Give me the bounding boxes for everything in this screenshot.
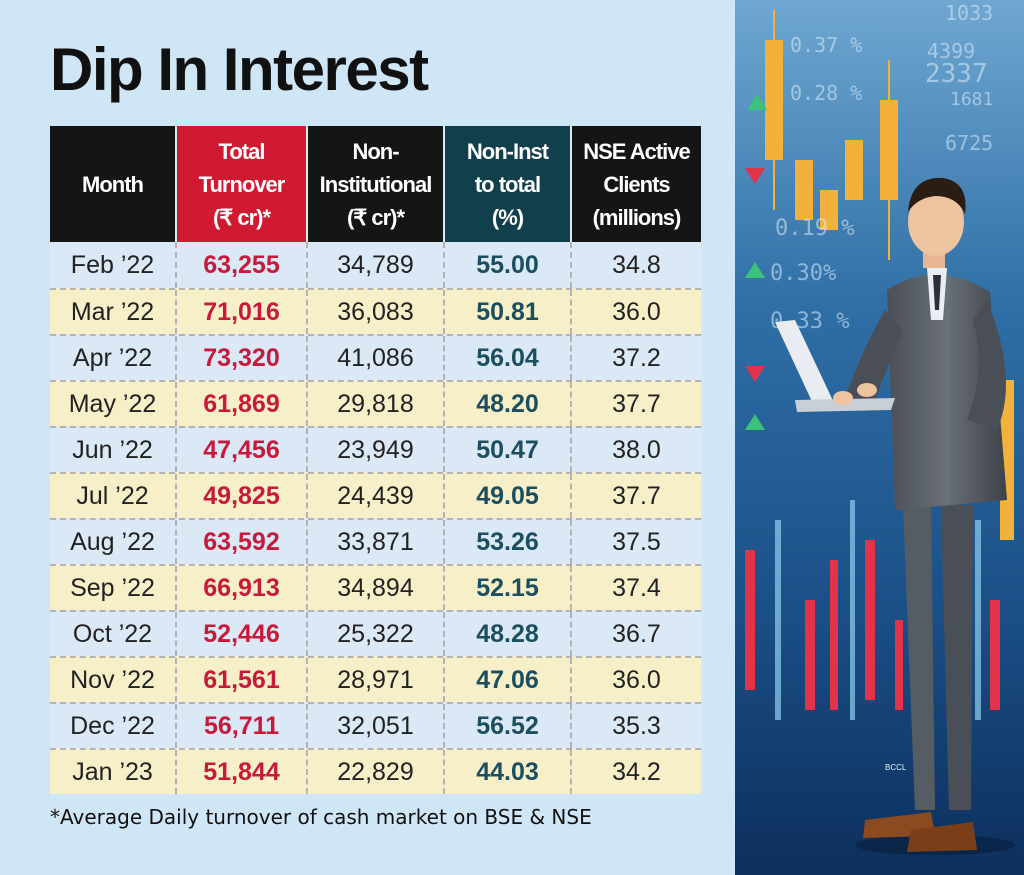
cell-non-inst-to-total: 44.03 xyxy=(445,750,572,794)
cell-total-turnover: 71,016 xyxy=(177,290,308,334)
svg-text:0.37 %: 0.37 % xyxy=(790,33,862,57)
cell-nse-active-clients: 37.7 xyxy=(612,389,661,418)
table-body: Feb ’22 63,255 34,789 55.00 34.8 Mar ’22 71,01… xyxy=(50,242,701,794)
cell-nse-active-clients: 37.5 xyxy=(612,527,661,556)
cell-non-institutional: 24,439 xyxy=(308,474,445,518)
cell-month: Jun ’22 xyxy=(50,428,177,472)
cell-month: Feb ’22 xyxy=(50,242,177,288)
cell-non-institutional: 33,871 xyxy=(308,520,445,564)
cell-month: Jan ’23 xyxy=(50,750,177,794)
svg-text:4399: 4399 xyxy=(927,39,975,63)
cell-nse-active-clients: 37.2 xyxy=(612,343,661,372)
cell-total-turnover: 49,825 xyxy=(177,474,308,518)
svg-text:6725: 6725 xyxy=(945,131,993,155)
table-row: May ’22 61,869 29,818 48.20 37.7 xyxy=(50,380,701,426)
cell-non-inst-to-total: 49.05 xyxy=(445,474,572,518)
cell-nse-active-clients: 36.7 xyxy=(612,619,661,648)
cell-non-inst-to-total: 52.15 xyxy=(445,566,572,610)
cell-month: Aug ’22 xyxy=(50,520,177,564)
cell-non-institutional: 22,829 xyxy=(308,750,445,794)
column-header-total-turnover: Total Turnover (₹ cr)* xyxy=(177,126,308,242)
column-header-nse-active-clients: NSE Active Clients (millions) xyxy=(572,126,701,242)
cell-month: Sep ’22 xyxy=(50,566,177,610)
table-header-row: Month Total Turnover (₹ cr)* Non- Instit… xyxy=(50,126,701,242)
cell-non-inst-to-total: 47.06 xyxy=(445,658,572,702)
table-row: Jan ’23 51,844 22,829 44.03 34.2 xyxy=(50,748,701,794)
table-row: Nov ’22 61,561 28,971 47.06 36.0 xyxy=(50,656,701,702)
cell-total-turnover: 73,320 xyxy=(177,336,308,380)
cell-total-turnover: 66,913 xyxy=(177,566,308,610)
table-row: Apr ’22 73,320 41,086 56.04 37.2 xyxy=(50,334,701,380)
column-header-month: Month xyxy=(50,126,177,242)
cell-non-inst-to-total: 55.00 xyxy=(445,242,572,288)
cell-non-institutional: 36,083 xyxy=(308,290,445,334)
cell-month: Dec ’22 xyxy=(50,704,177,748)
cell-nse-active-clients: 34.2 xyxy=(612,757,661,786)
cell-non-institutional: 34,789 xyxy=(308,242,445,288)
cell-month: Apr ’22 xyxy=(50,336,177,380)
cell-nse-active-clients: 36.0 xyxy=(612,297,661,326)
cell-total-turnover: 47,456 xyxy=(177,428,308,472)
svg-text:2337: 2337 xyxy=(925,59,988,89)
background-ticker-numbers: 0.37 % 4399 1033 0.28 % 2337 1681 6725 0… xyxy=(770,1,993,334)
cell-non-inst-to-total: 53.26 xyxy=(445,520,572,564)
table-row: Aug ’22 63,592 33,871 53.26 37.5 xyxy=(50,518,701,564)
cell-nse-active-clients: 37.4 xyxy=(612,573,661,602)
cell-non-inst-to-total: 56.04 xyxy=(445,336,572,380)
cell-month: Oct ’22 xyxy=(50,612,177,656)
cell-non-institutional: 32,051 xyxy=(308,704,445,748)
cell-non-inst-to-total: 48.28 xyxy=(445,612,572,656)
cell-month: May ’22 xyxy=(50,382,177,426)
cell-total-turnover: 51,844 xyxy=(177,750,308,794)
footnote: *Average Daily turnover of cash market o… xyxy=(50,805,592,829)
column-header-non-inst-to-total: Non-Inst to total (%) xyxy=(445,126,572,242)
table-row: Oct ’22 52,446 25,322 48.28 36.7 xyxy=(50,610,701,656)
cell-non-institutional: 41,086 xyxy=(308,336,445,380)
cell-nse-active-clients: 34.8 xyxy=(612,250,661,279)
page-title: Dip In Interest xyxy=(50,36,429,103)
cell-nse-active-clients: 36.0 xyxy=(612,665,661,694)
cell-month: Nov ’22 xyxy=(50,658,177,702)
cell-total-turnover: 56,711 xyxy=(177,704,308,748)
cell-non-inst-to-total: 50.47 xyxy=(445,428,572,472)
table-row: Sep ’22 66,913 34,894 52.15 37.4 xyxy=(50,564,701,610)
column-header-non-institutional: Non- Institutional (₹ cr)* xyxy=(308,126,445,242)
cell-total-turnover: 63,592 xyxy=(177,520,308,564)
table-row: Feb ’22 63,255 34,789 55.00 34.8 xyxy=(50,242,701,288)
cell-non-institutional: 34,894 xyxy=(308,566,445,610)
svg-text:1681: 1681 xyxy=(950,89,993,110)
cell-nse-active-clients: 37.7 xyxy=(612,481,661,510)
data-table: Month Total Turnover (₹ cr)* Non- Instit… xyxy=(50,126,701,794)
table-row: Mar ’22 71,016 36,083 50.81 36.0 xyxy=(50,288,701,334)
cell-total-turnover: 63,255 xyxy=(177,242,308,288)
cell-total-turnover: 61,561 xyxy=(177,658,308,702)
svg-text:0.28 %: 0.28 % xyxy=(790,81,862,105)
businessman-figure xyxy=(775,177,1015,855)
photo-credit: BCCL xyxy=(885,763,907,772)
cell-non-inst-to-total: 50.81 xyxy=(445,290,572,334)
svg-text:1033: 1033 xyxy=(945,1,993,25)
cell-non-inst-to-total: 56.52 xyxy=(445,704,572,748)
market-arrow-icons xyxy=(745,94,767,430)
table-row: Dec ’22 56,711 32,051 56.52 35.3 xyxy=(50,702,701,748)
cell-non-institutional: 23,949 xyxy=(308,428,445,472)
cell-non-institutional: 29,818 xyxy=(308,382,445,426)
cell-nse-active-clients: 35.3 xyxy=(612,711,661,740)
cell-total-turnover: 52,446 xyxy=(177,612,308,656)
table-row: Jul ’22 49,825 24,439 49.05 37.7 xyxy=(50,472,701,518)
cell-month: Jul ’22 xyxy=(50,474,177,518)
svg-text:0.19 %: 0.19 % xyxy=(775,216,854,241)
svg-text:0.30%: 0.30% xyxy=(770,261,836,286)
cell-total-turnover: 61,869 xyxy=(177,382,308,426)
table-row: Jun ’22 47,456 23,949 50.47 38.0 xyxy=(50,426,701,472)
cell-non-inst-to-total: 48.20 xyxy=(445,382,572,426)
cell-nse-active-clients: 38.0 xyxy=(612,435,661,464)
cell-non-institutional: 28,971 xyxy=(308,658,445,702)
businessman-stock-chart-photo: 0.37 % 4399 1033 0.28 % 2337 1681 6725 0… xyxy=(735,0,1024,875)
cell-month: Mar ’22 xyxy=(50,290,177,334)
cell-non-institutional: 25,322 xyxy=(308,612,445,656)
